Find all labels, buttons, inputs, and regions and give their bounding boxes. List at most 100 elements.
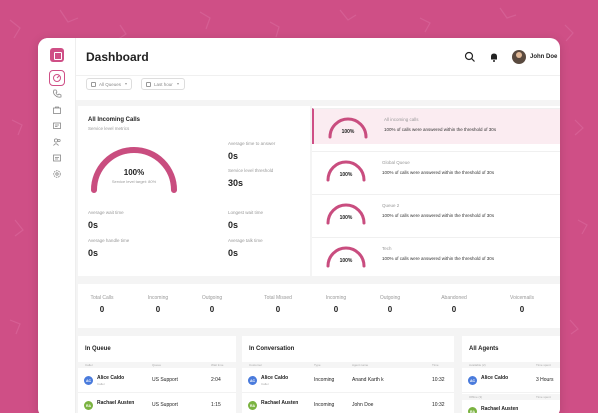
wait-time: 2:04 <box>211 377 221 383</box>
queue-icon <box>91 81 96 87</box>
total-value: 0 <box>155 305 161 314</box>
queue-row[interactable]: 100% All incoming calls 100% of calls were… <box>312 108 560 144</box>
in-conversation-card: In Conversation Customer Type Agent name… <box>242 336 454 413</box>
avatar <box>512 50 526 64</box>
in-conversation-title: In Conversation <box>249 346 295 352</box>
column-header: Agent name <box>352 363 369 367</box>
total-label: Outgoing <box>201 295 223 301</box>
agent-name: Rachael Austen <box>481 406 519 412</box>
queue-row[interactable]: 100% Global Queue 100% of calls were answe… <box>312 151 560 187</box>
queue-name: US Support <box>152 377 178 383</box>
avatar: RA <box>248 401 257 410</box>
total-label: Incoming <box>147 295 169 301</box>
total-value: 0 <box>275 305 281 314</box>
queue-name: Global Queue <box>382 160 410 165</box>
period-filter[interactable]: Last hour <box>141 78 185 90</box>
total-value: 0 <box>99 305 105 314</box>
dashboard-icon[interactable] <box>49 70 65 86</box>
metric-label: Average handle time <box>88 238 130 243</box>
metric-value: 0s <box>228 248 239 258</box>
table-row[interactable]: RA Rachael Austen <box>462 400 560 413</box>
queues-filter[interactable]: All Queues <box>86 78 132 90</box>
column-header: Time <box>432 363 439 367</box>
time-spent: 3 Hours <box>536 377 554 383</box>
table-row[interactable]: RA Rachael Austen US Support 1:15 <box>78 394 236 413</box>
bag-icon[interactable] <box>49 102 65 118</box>
gauge-fill <box>326 160 366 182</box>
table-row[interactable]: AC Alice Caldo 3 Hours <box>462 369 560 393</box>
caller-sub: Caller <box>97 382 105 386</box>
queue-value: 100% <box>341 129 355 135</box>
total-label: Outgoing <box>379 295 401 301</box>
metric-label: Average talk time <box>228 238 263 243</box>
metric-label: Average time to answer <box>228 141 276 146</box>
queue-name: US Support <box>152 402 178 408</box>
table-row[interactable]: RA Rachael Austen Incoming John Doe 10:3… <box>242 394 454 413</box>
queue-gauge <box>328 117 368 139</box>
total-label: Incoming <box>325 295 347 301</box>
queue-name: All incoming calls <box>384 117 419 122</box>
queue-row[interactable]: 100% Queue 2 100% of calls were answered w… <box>312 194 560 230</box>
queue-name: Queue 2 <box>382 203 400 208</box>
agent-name: John Doe <box>352 402 374 408</box>
avatar: RA <box>468 407 477 413</box>
avatar: AC <box>248 376 257 385</box>
metric-value: 0s <box>228 151 239 161</box>
avatar: AC <box>468 376 477 385</box>
dashboard-content: All Incoming Calls Service level metrics… <box>76 100 560 413</box>
table-header: Caller Queue Wait time <box>78 362 236 368</box>
column-header: Caller <box>85 363 93 367</box>
total-label: Voicemails <box>510 295 534 301</box>
gauge-fill <box>326 246 366 268</box>
gear-icon[interactable] <box>49 166 65 182</box>
queue-gauge <box>326 160 366 182</box>
bell-icon[interactable] <box>488 51 500 63</box>
app-logo[interactable] <box>50 48 64 62</box>
caller-name: Alice Caldo <box>97 375 125 381</box>
queue-row[interactable]: 100% Tech 100% of calls were answered with… <box>312 237 560 273</box>
total-metric: Incoming 0 <box>306 295 366 314</box>
service-level-card: All Incoming Calls Service level metrics… <box>78 106 310 276</box>
in-queue-card: In Queue Caller Queue Wait time AC Alice… <box>78 336 236 413</box>
gauge-target: Service level target: 80% <box>111 179 157 184</box>
total-value: 0 <box>451 305 457 314</box>
user-menu[interactable]: John Doe <box>512 48 560 66</box>
users-icon[interactable] <box>49 134 65 150</box>
total-value: 0 <box>387 305 393 314</box>
phone-icon[interactable] <box>49 86 65 102</box>
metric-value: 30s <box>228 178 244 188</box>
table-header: Offline (3) Time spent <box>462 394 560 400</box>
agent-name: Alice Caldo <box>481 375 509 381</box>
customer-name: Alice Caldo <box>261 375 289 381</box>
service-subtitle: Service level metrics <box>88 126 130 131</box>
avatar: RA <box>84 401 93 410</box>
agent-name: Anand Karth k <box>352 377 384 383</box>
metric-label: Average wait time <box>88 210 124 215</box>
queue-gauge <box>326 203 366 225</box>
table-row[interactable]: AC Alice Caldo Caller US Support 2:04 <box>78 369 236 393</box>
queue-value: 100% <box>339 172 353 178</box>
queue-value: 100% <box>339 258 353 264</box>
call-totals-card: Total Calls 0 Incoming 0 Outgoing 0 Total Miss… <box>78 284 560 328</box>
message-icon[interactable] <box>49 118 65 134</box>
app-window: Dashboard John Doe All Queues Last hour … <box>38 38 560 413</box>
column-header: Offline (3) <box>469 395 483 399</box>
total-label: Abandoned <box>441 295 467 301</box>
report-icon[interactable] <box>49 150 65 166</box>
total-value: 0 <box>209 305 215 314</box>
queues-filter-label: All Queues <box>99 81 122 87</box>
column-header: Available (2) <box>469 363 486 367</box>
customer-sub: Caller <box>261 382 269 386</box>
gauge-fill <box>326 203 366 225</box>
queue-summary-card: 100% All incoming calls 100% of calls were… <box>312 106 560 276</box>
search-icon[interactable] <box>464 51 476 63</box>
table-row[interactable]: AC Alice Caldo Caller Incoming Anand Kar… <box>242 369 454 393</box>
period-filter-label: Last hour <box>154 81 173 87</box>
column-header: Time spent <box>536 363 551 367</box>
column-header: Queue <box>152 363 162 367</box>
total-metric: Total Missed 0 <box>248 295 308 314</box>
total-value: 0 <box>333 305 339 314</box>
sidebar <box>38 38 76 413</box>
chevron-down-icon <box>125 83 127 85</box>
